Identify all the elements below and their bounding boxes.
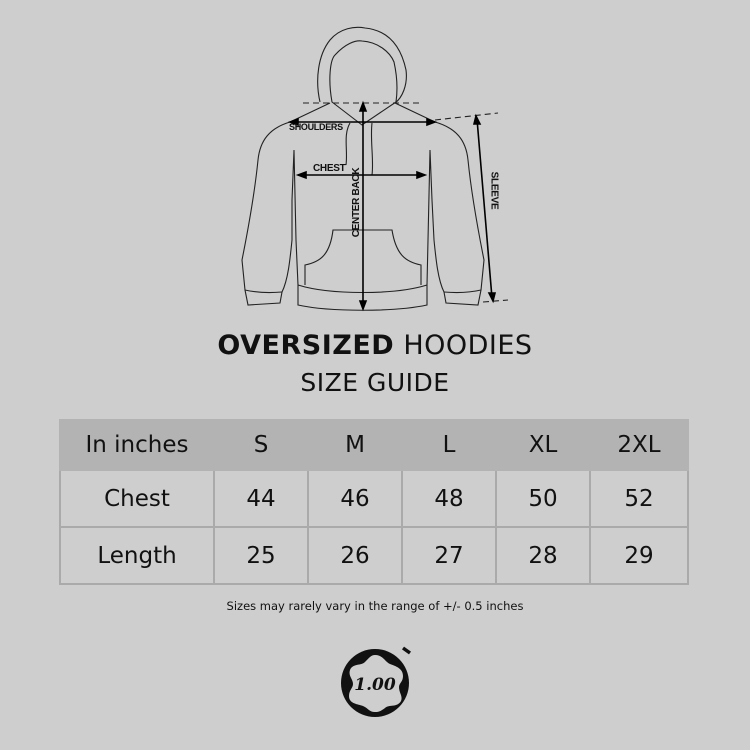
page-subtitle: SIZE GUIDE xyxy=(300,368,450,397)
title-bold: OVERSIZED xyxy=(217,330,395,361)
guide-lines xyxy=(303,102,509,303)
table-cell: 29 xyxy=(589,526,689,585)
measure-arrows xyxy=(287,100,497,312)
column-header: 2XL xyxy=(589,419,689,471)
table-header-row: In inches S M L XL 2XL xyxy=(59,419,689,471)
table-cell: 27 xyxy=(401,526,497,585)
table-cell: 26 xyxy=(307,526,403,585)
drawstring-left xyxy=(345,122,351,166)
table-cell: 44 xyxy=(213,469,309,528)
table-cell: 46 xyxy=(307,469,403,528)
column-header: M xyxy=(307,419,403,471)
hood-inner xyxy=(329,40,398,126)
row-label: Chest xyxy=(59,469,215,528)
page-title: OVERSIZED HOODIES xyxy=(0,330,750,361)
shoulders-label: SHOULDERS xyxy=(289,122,343,132)
chest-label: CHEST xyxy=(313,163,346,174)
cuff-right xyxy=(443,289,482,294)
size-note: Sizes may rarely vary in the range of +/… xyxy=(226,599,524,613)
table-cell: 28 xyxy=(495,526,591,585)
table-row: Chest 44 46 48 50 52 xyxy=(59,469,689,528)
brand-logo: 1.00 xyxy=(341,646,412,717)
logo-text: 1.00 xyxy=(354,675,396,695)
table-cell: 25 xyxy=(213,526,309,585)
column-header: In inches xyxy=(59,419,215,471)
column-header: S xyxy=(213,419,309,471)
body-outline xyxy=(241,102,485,311)
row-label: Length xyxy=(59,526,215,585)
drawstring-right xyxy=(370,122,374,176)
sleeve-label: SLEEVE xyxy=(488,171,500,210)
table-cell: 50 xyxy=(495,469,591,528)
hoodie-diagram xyxy=(241,26,509,312)
table-row: Length 25 26 27 28 29 xyxy=(59,526,689,585)
table-cell: 48 xyxy=(401,469,497,528)
center-back-label: CENTER BACK xyxy=(351,167,363,238)
size-table: In inches S M L XL 2XL Chest 44 46 48 50… xyxy=(59,419,689,585)
hood-outer xyxy=(317,26,407,104)
column-header: L xyxy=(401,419,497,471)
column-header: XL xyxy=(495,419,591,471)
cuff-left xyxy=(244,289,283,294)
table-cell: 52 xyxy=(589,469,689,528)
title-rest: HOODIES xyxy=(403,330,533,361)
